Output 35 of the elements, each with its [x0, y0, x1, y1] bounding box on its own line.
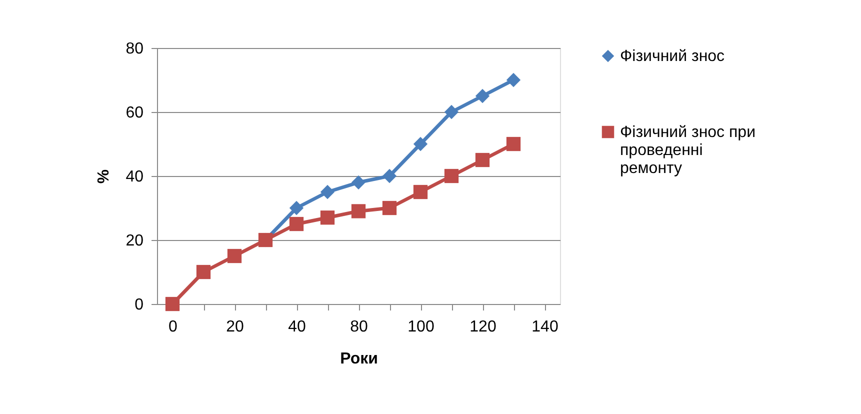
point [382, 168, 397, 184]
point [382, 200, 397, 216]
point [320, 210, 335, 225]
point [413, 136, 428, 152]
point [475, 152, 490, 168]
legend-label: Фізичний знос при проведенні ремонту [620, 124, 756, 177]
point [227, 248, 242, 264]
x-axis-title: Роки [340, 350, 378, 368]
point [351, 204, 366, 218]
point [444, 104, 459, 120]
x-tick-label: 20 [226, 318, 244, 336]
point [475, 88, 490, 104]
x-tick-label: 0 [168, 318, 178, 336]
x-tick-label: 100 [408, 318, 434, 336]
point [165, 296, 180, 312]
x-tick-label: 40 [288, 318, 306, 336]
x-tick-label: 80 [350, 318, 368, 336]
y-tick-label: 60 [126, 104, 144, 122]
legend-label: Фізичний знос [620, 48, 725, 65]
point [444, 168, 459, 184]
y-tick-label: 20 [126, 232, 144, 250]
y-tick-label: 80 [126, 40, 144, 58]
point [320, 184, 335, 200]
point [196, 264, 211, 280]
y-axis-title: % [96, 169, 113, 184]
x-tick-label: 120 [470, 318, 496, 336]
point [413, 184, 428, 200]
point [506, 136, 521, 152]
y-tick-label: 0 [134, 296, 144, 314]
x-tick-label: 140 [532, 318, 558, 336]
point [506, 72, 521, 88]
point [351, 175, 366, 190]
point [289, 216, 304, 232]
point [289, 200, 304, 216]
y-tick-label: 40 [126, 168, 144, 186]
